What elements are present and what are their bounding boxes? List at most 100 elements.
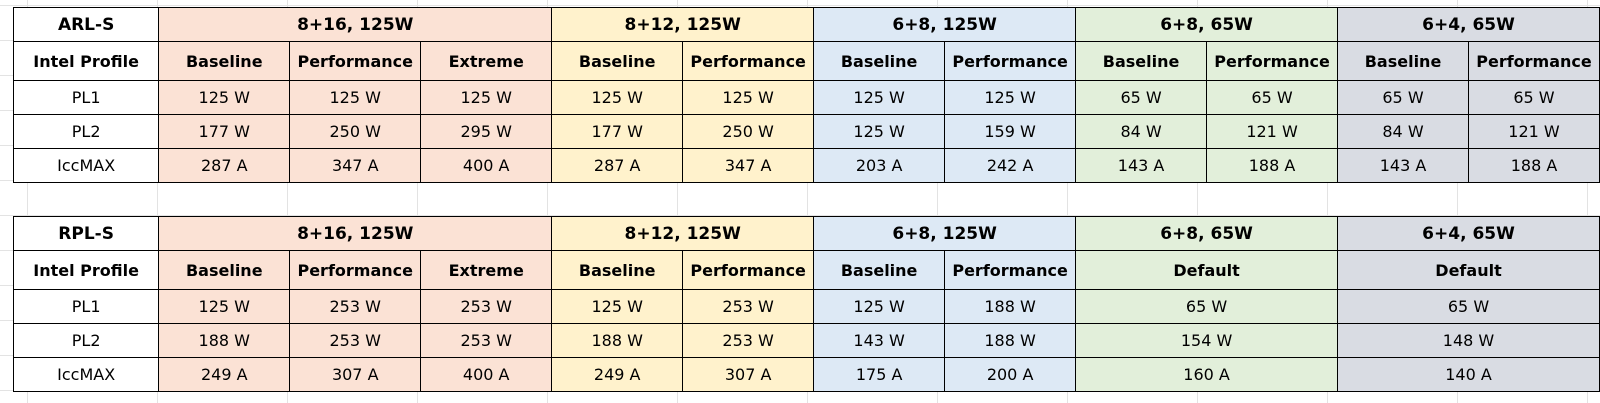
table-label[interactable]: ARL-S	[12, 7, 160, 42]
value-cell[interactable]: 188 W	[551, 323, 684, 358]
row-label[interactable]: PL1	[12, 80, 160, 115]
value-cell[interactable]: 253 W	[289, 323, 422, 358]
profile-cell[interactable]: Performance	[682, 250, 815, 290]
value-cell[interactable]: 125 W	[813, 114, 946, 149]
value-cell[interactable]: 242 A	[944, 148, 1077, 183]
profile-cell[interactable]: Baseline	[813, 41, 946, 81]
value-cell[interactable]: 121 W	[1468, 114, 1600, 149]
group-title-6-4-65w[interactable]: 6+4, 65W	[1337, 216, 1600, 251]
group-title-6-8-65w[interactable]: 6+8, 65W	[1075, 7, 1339, 42]
value-cell[interactable]: 307 A	[289, 357, 422, 392]
profile-cell[interactable]: Performance	[1206, 41, 1339, 81]
value-cell[interactable]: 203 A	[813, 148, 946, 183]
group-title-6-8-125w[interactable]: 6+8, 125W	[813, 216, 1077, 251]
profile-cell[interactable]: Performance	[682, 41, 815, 81]
row-label[interactable]: IccMAX	[12, 148, 160, 183]
value-cell[interactable]: 125 W	[813, 289, 946, 324]
value-cell[interactable]: 347 A	[289, 148, 422, 183]
profile-cell[interactable]: Baseline	[158, 41, 291, 81]
group-title-6-8-65w[interactable]: 6+8, 65W	[1075, 216, 1339, 251]
value-cell[interactable]: 249 A	[158, 357, 291, 392]
value-cell[interactable]: 125 W	[158, 80, 291, 115]
profile-cell[interactable]: Performance	[1468, 41, 1600, 81]
group-title-8-16-125w[interactable]: 8+16, 125W	[158, 216, 553, 251]
value-cell[interactable]: 400 A	[420, 357, 553, 392]
value-cell[interactable]: 65 W	[1468, 80, 1600, 115]
row-label[interactable]: PL2	[12, 323, 160, 358]
profile-row-label[interactable]: Intel Profile	[12, 41, 160, 81]
value-cell[interactable]: 188 A	[1206, 148, 1339, 183]
value-cell[interactable]: 125 W	[289, 80, 422, 115]
group-title-6-4-65w[interactable]: 6+4, 65W	[1337, 7, 1600, 42]
profile-cell[interactable]: Performance	[289, 250, 422, 290]
value-cell[interactable]: 125 W	[420, 80, 553, 115]
profile-cell[interactable]: Baseline	[551, 250, 684, 290]
value-cell[interactable]: 143 A	[1337, 148, 1469, 183]
value-cell[interactable]: 125 W	[551, 289, 684, 324]
value-cell[interactable]: 143 W	[813, 323, 946, 358]
profile-cell[interactable]: Performance	[944, 41, 1077, 81]
profile-cell[interactable]: Baseline	[1337, 41, 1469, 81]
value-cell[interactable]: 188 W	[944, 323, 1077, 358]
value-cell[interactable]: 160 A	[1075, 357, 1339, 392]
profile-cell[interactable]: Baseline	[1075, 41, 1208, 81]
value-cell[interactable]: 148 W	[1337, 323, 1600, 358]
value-cell[interactable]: 307 A	[682, 357, 815, 392]
value-cell[interactable]: 249 A	[551, 357, 684, 392]
value-cell[interactable]: 177 W	[551, 114, 684, 149]
profile-cell[interactable]: Extreme	[420, 41, 553, 81]
value-cell[interactable]: 188 A	[1468, 148, 1600, 183]
value-cell[interactable]: 65 W	[1337, 289, 1600, 324]
value-cell[interactable]: 253 W	[682, 289, 815, 324]
row-label[interactable]: PL2	[12, 114, 160, 149]
value-cell[interactable]: 188 W	[158, 323, 291, 358]
profile-row-label[interactable]: Intel Profile	[12, 250, 160, 290]
value-cell[interactable]: 65 W	[1075, 80, 1208, 115]
value-cell[interactable]: 287 A	[158, 148, 291, 183]
value-cell[interactable]: 177 W	[158, 114, 291, 149]
value-cell[interactable]: 253 W	[289, 289, 422, 324]
row-label[interactable]: IccMAX	[12, 357, 160, 392]
profile-cell[interactable]: Extreme	[420, 250, 553, 290]
value-cell[interactable]: 253 W	[682, 323, 815, 358]
profile-cell[interactable]: Performance	[944, 250, 1077, 290]
value-cell[interactable]: 143 A	[1075, 148, 1208, 183]
value-cell[interactable]: 121 W	[1206, 114, 1339, 149]
profile-cell[interactable]: Default	[1337, 250, 1600, 290]
value-cell[interactable]: 287 A	[551, 148, 684, 183]
group-title-8-16-125w[interactable]: 8+16, 125W	[158, 7, 553, 42]
value-cell[interactable]: 295 W	[420, 114, 553, 149]
value-cell[interactable]: 125 W	[682, 80, 815, 115]
profile-cell[interactable]: Performance	[289, 41, 422, 81]
value-cell[interactable]: 175 A	[813, 357, 946, 392]
group-title-8-12-125w[interactable]: 8+12, 125W	[551, 7, 815, 42]
value-cell[interactable]: 84 W	[1337, 114, 1469, 149]
value-cell[interactable]: 65 W	[1337, 80, 1469, 115]
value-cell[interactable]: 65 W	[1206, 80, 1339, 115]
group-title-6-8-125w[interactable]: 6+8, 125W	[813, 7, 1077, 42]
profile-cell[interactable]: Baseline	[551, 41, 684, 81]
profile-cell[interactable]: Baseline	[813, 250, 946, 290]
value-cell[interactable]: 250 W	[289, 114, 422, 149]
value-cell[interactable]: 125 W	[551, 80, 684, 115]
value-cell[interactable]: 125 W	[944, 80, 1077, 115]
value-cell[interactable]: 154 W	[1075, 323, 1339, 358]
value-cell[interactable]: 400 A	[420, 148, 553, 183]
value-cell[interactable]: 140 A	[1337, 357, 1600, 392]
value-cell[interactable]: 125 W	[158, 289, 291, 324]
value-cell[interactable]: 347 A	[682, 148, 815, 183]
row-label[interactable]: PL1	[12, 289, 160, 324]
value-cell[interactable]: 200 A	[944, 357, 1077, 392]
group-title-8-12-125w[interactable]: 8+12, 125W	[551, 216, 815, 251]
table-label[interactable]: RPL-S	[12, 216, 160, 251]
profile-cell[interactable]: Baseline	[158, 250, 291, 290]
value-cell[interactable]: 250 W	[682, 114, 815, 149]
profile-cell[interactable]: Default	[1075, 250, 1339, 290]
value-cell[interactable]: 253 W	[420, 289, 553, 324]
value-cell[interactable]: 253 W	[420, 323, 553, 358]
value-cell[interactable]: 65 W	[1075, 289, 1339, 324]
value-cell[interactable]: 125 W	[813, 80, 946, 115]
value-cell[interactable]: 159 W	[944, 114, 1077, 149]
value-cell[interactable]: 188 W	[944, 289, 1077, 324]
value-cell[interactable]: 84 W	[1075, 114, 1208, 149]
